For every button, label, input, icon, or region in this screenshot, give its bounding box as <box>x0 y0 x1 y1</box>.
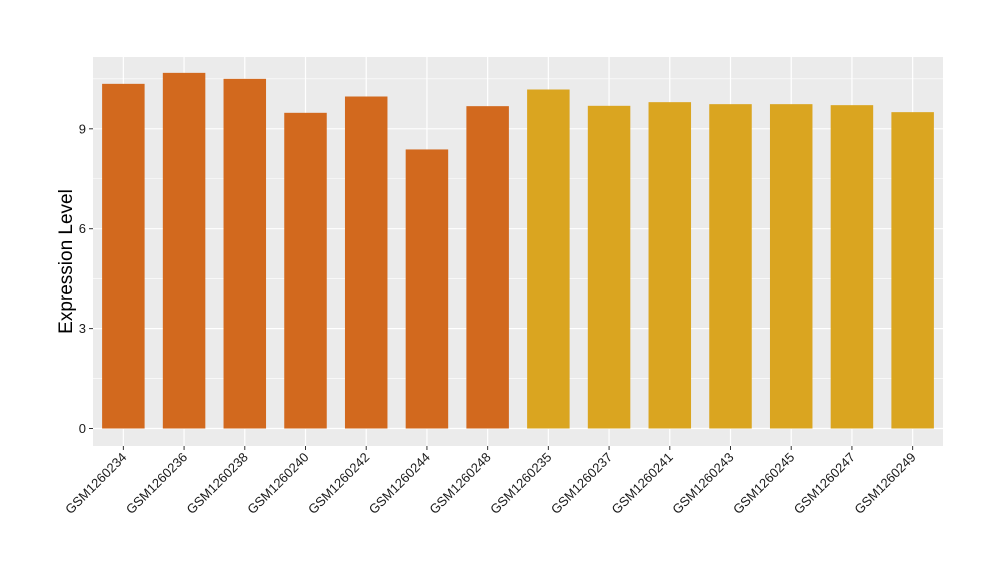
x-tick-label: GSM1260235 <box>487 450 554 517</box>
bar-GSM1260235 <box>527 89 570 429</box>
x-tick-label: GSM1260247 <box>791 450 858 517</box>
x-tick-label: GSM1260236 <box>123 450 190 517</box>
y-tick-label: 6 <box>79 221 86 236</box>
bar-GSM1260244 <box>405 149 449 429</box>
bars <box>102 72 934 429</box>
bar-GSM1260241 <box>648 102 692 429</box>
bar-GSM1260247 <box>830 105 874 429</box>
x-axis: GSM1260234GSM1260236GSM1260238GSM1260240… <box>62 446 919 517</box>
bar-GSM1260240 <box>284 112 327 429</box>
x-tick-label: GSM1260237 <box>548 450 615 517</box>
bar-GSM1260234 <box>102 83 145 429</box>
y-tick-label: 3 <box>79 321 86 336</box>
x-tick-label: GSM1260234 <box>62 450 129 517</box>
bar-GSM1260248 <box>466 106 509 429</box>
y-tick-label: 0 <box>79 421 86 436</box>
x-tick-label: GSM1260248 <box>426 450 493 517</box>
plot-panel <box>93 57 943 446</box>
y-axis-title: Expression Level <box>56 189 77 334</box>
y-tick-label: 9 <box>79 121 86 136</box>
bar-GSM1260237 <box>587 105 631 429</box>
bar-GSM1260242 <box>344 96 388 429</box>
bar-GSM1260243 <box>709 104 752 429</box>
y-axis: 0 3 6 9 <box>79 121 93 436</box>
bar-GSM1260236 <box>162 72 206 429</box>
x-tick-label: GSM1260240 <box>244 450 311 517</box>
x-tick-label: GSM1260241 <box>609 450 676 517</box>
bar-GSM1260249 <box>891 112 934 429</box>
x-tick-label: GSM1260249 <box>851 450 918 517</box>
bar-GSM1260238 <box>223 78 267 429</box>
x-tick-label: GSM1260243 <box>669 450 736 517</box>
x-tick-label: GSM1260245 <box>730 450 797 517</box>
bar-GSM1260245 <box>769 104 813 429</box>
x-tick-label: GSM1260238 <box>184 450 251 517</box>
x-tick-label: GSM1260242 <box>305 450 372 517</box>
x-tick-label: GSM1260244 <box>366 450 433 517</box>
